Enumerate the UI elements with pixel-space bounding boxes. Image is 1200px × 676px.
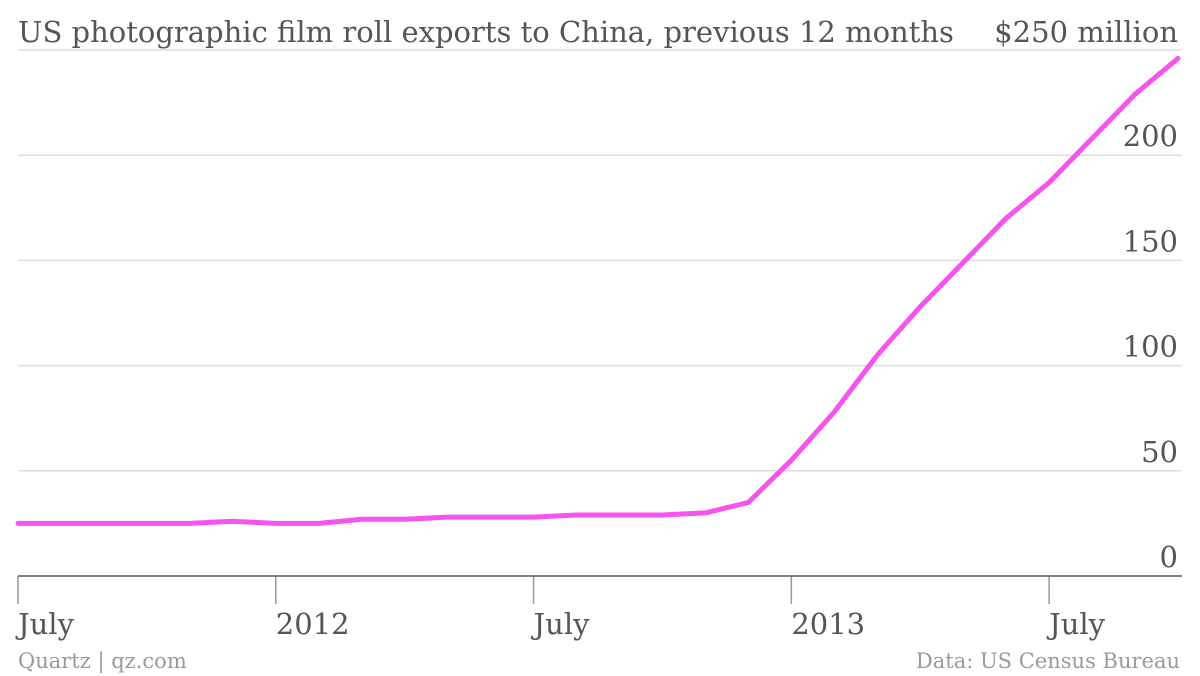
chart-title: US photographic film roll exports to Chi… (18, 15, 954, 49)
footer-source-right: Data: US Census Bureau (916, 649, 1180, 673)
y-tick-labels: 0 50 100 150 200 (1123, 119, 1178, 574)
series-line (15, 55, 1181, 526)
gridlines (18, 49, 1182, 472)
x-tick-label: 2013 (791, 607, 865, 641)
y-tick-label: 0 (1160, 540, 1178, 574)
x-axis-ticks: July 2012 July 2013 July (15, 576, 1106, 641)
x-tick-label: July (1046, 607, 1106, 641)
x-tick-label: 2012 (276, 607, 350, 641)
y-tick-label: 150 (1123, 224, 1178, 258)
y-tick-label: 200 (1123, 119, 1178, 153)
y-tick-label: 50 (1141, 435, 1178, 469)
y-tick-label: 100 (1123, 330, 1178, 364)
x-tick-label: July (15, 607, 75, 641)
footer-source-left: Quartz | qz.com (18, 649, 187, 674)
y-unit-label: $250 million (994, 15, 1178, 49)
x-tick-label: July (531, 607, 591, 641)
